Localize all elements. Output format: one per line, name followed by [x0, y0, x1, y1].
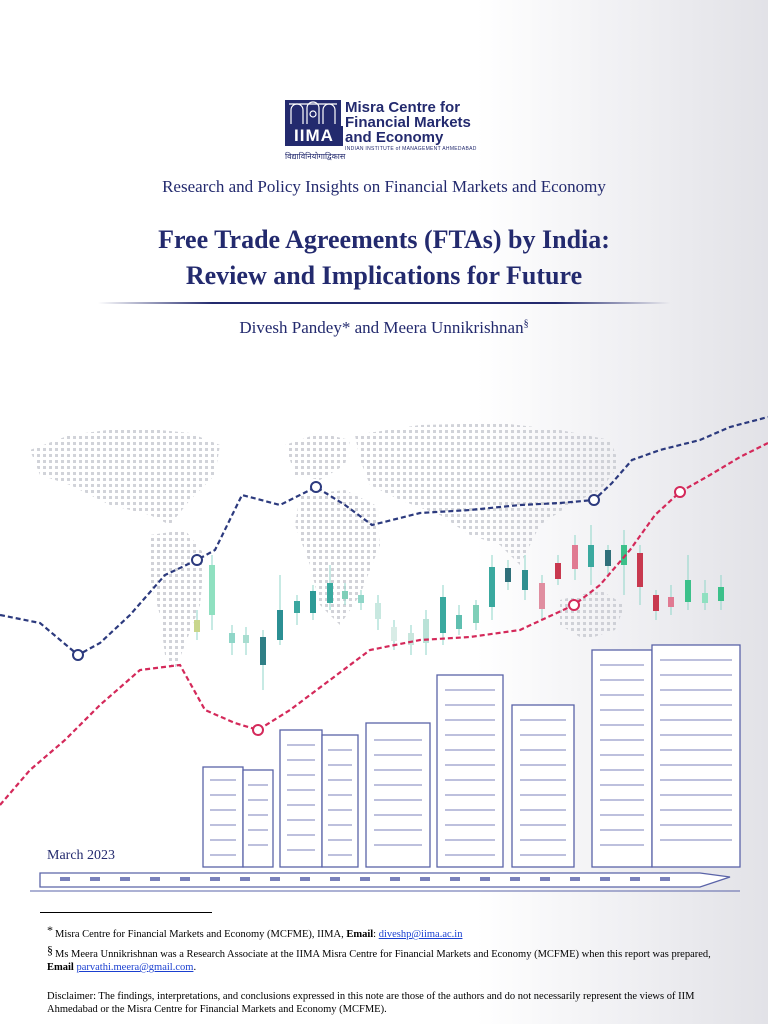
footnote-1-email-link[interactable]: diveshp@iima.ac.in	[378, 929, 463, 940]
series-title: Research and Policy Insights on Financia…	[162, 177, 606, 196]
logo-name-line-2: Financial Markets	[345, 114, 471, 131]
footnote-2: § Ms Meera Unnikrishnan was a Research As…	[47, 944, 737, 974]
candlestick-bars	[194, 525, 724, 690]
footnote-2-email-label: Email	[47, 962, 74, 973]
author-names: Divesh Pandey* and Meera Unnikrishnan	[239, 318, 524, 337]
disclaimer: Disclaimer: The findings, interpretation…	[47, 991, 695, 1015]
footnote-2-email-link[interactable]: parvathi.meera@gmail.com	[76, 962, 194, 973]
city-skyline	[202, 644, 741, 868]
footnote-1-text: Misra Centre for Financial Markets and E…	[55, 929, 347, 940]
footnote-1: * Misra Centre for Financial Markets and …	[47, 923, 463, 941]
logo-name-line-1: Misra Centre for	[345, 99, 461, 116]
footnote-separator	[40, 912, 212, 913]
report-title-line-2: Review and Implications for Future	[185, 261, 583, 290]
iima-emblem-icon	[285, 100, 341, 126]
footnote-2-text: Ms Meera Unnikrishnan was a Research Ass…	[55, 949, 711, 960]
footnote-1-mark: *	[47, 923, 53, 937]
logo-abbreviation: IIMA	[285, 126, 343, 146]
report-title-line-1: Free Trade Agreements (FTAs) by India:	[158, 225, 610, 254]
cover-illustration	[0, 415, 768, 892]
title-divider	[98, 302, 670, 304]
train-graphic	[30, 872, 740, 892]
footnote-2-end: .	[193, 962, 197, 973]
author-line: Divesh Pandey* and Meera Unnikrishnan§	[0, 318, 768, 338]
publication-date: March 2023	[47, 848, 116, 863]
iima-mcfme-logo: IIMA Misra Centre for Financial Markets …	[283, 96, 488, 168]
logo-name-line-3: and Economy	[345, 129, 444, 146]
author-footnote-mark: §	[523, 318, 529, 330]
logo-hindi-motto: विद्याविनियोगाद्विकास	[285, 152, 346, 161]
footnote-1-email-label: Email	[346, 929, 374, 940]
footnote-2-mark: §	[47, 943, 53, 957]
world-map-dots	[30, 423, 625, 670]
blue-trend-line	[0, 415, 768, 661]
logo-institute-name: INDIAN INSTITUTE of MANAGEMENT AHMEDABAD	[345, 146, 477, 152]
logo-centre-name: Misra Centre for Financial Markets and E…	[345, 100, 471, 145]
report-title: Free Trade Agreements (FTAs) by India: R…	[0, 222, 768, 294]
red-trend-line	[0, 442, 768, 806]
